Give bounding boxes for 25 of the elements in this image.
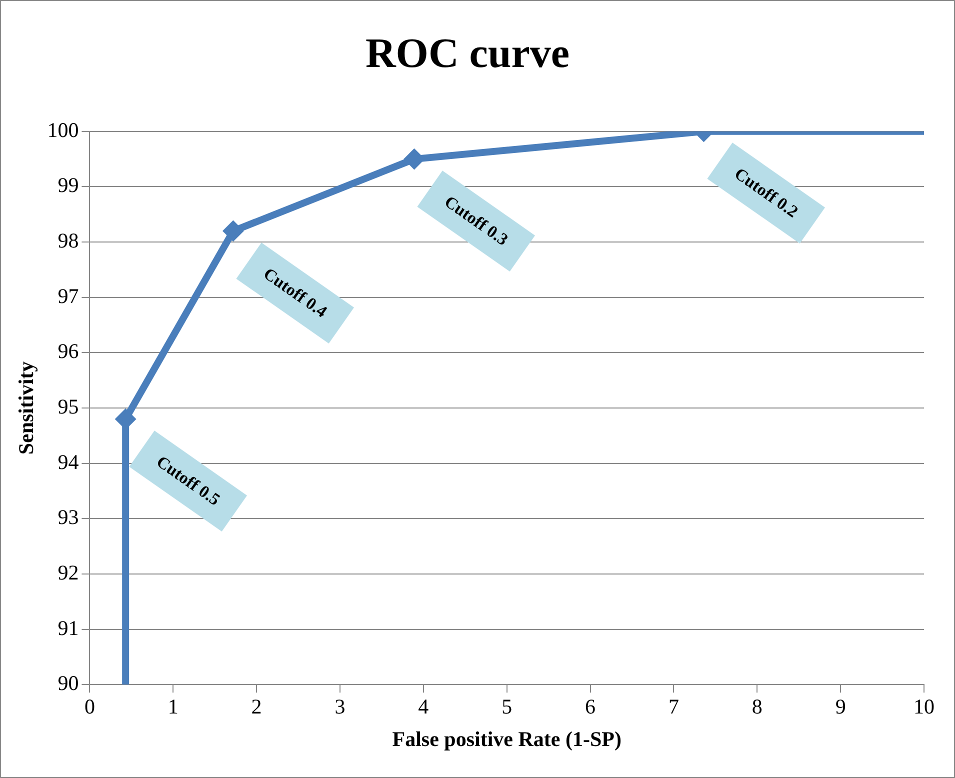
x-tick-label: 6: [585, 694, 596, 719]
y-tick-label: 90: [58, 671, 79, 696]
x-tick-label: 0: [84, 694, 95, 719]
y-tick-label: 97: [58, 284, 79, 308]
y-tick-label: 95: [58, 394, 79, 419]
x-tick-label: 2: [251, 694, 262, 719]
chart-title: ROC curve: [365, 31, 570, 78]
x-tick-label: 10: [914, 694, 934, 719]
x-tick-label: 1: [168, 694, 178, 719]
x-tick-label: 5: [502, 694, 512, 719]
y-tick-label: 91: [58, 616, 79, 640]
y-tick-label: 96: [58, 339, 79, 364]
y-tick-label: 94: [58, 450, 80, 474]
y-tick-label: 92: [58, 560, 79, 584]
y-tick-label: 99: [58, 173, 79, 198]
y-tick-label: 100: [47, 118, 79, 142]
y-tick-label: 93: [58, 505, 79, 530]
x-tick-label: 9: [835, 694, 846, 719]
x-tick-label: 7: [668, 694, 679, 719]
x-tick-label: 8: [752, 694, 762, 719]
x-tick-label: 4: [418, 694, 430, 719]
y-axis-title: Sensitivity: [14, 360, 38, 455]
x-tick-label: 3: [334, 694, 346, 719]
x-axis-title: False positive Rate (1-SP): [392, 726, 622, 751]
y-tick-label: 98: [58, 228, 79, 253]
